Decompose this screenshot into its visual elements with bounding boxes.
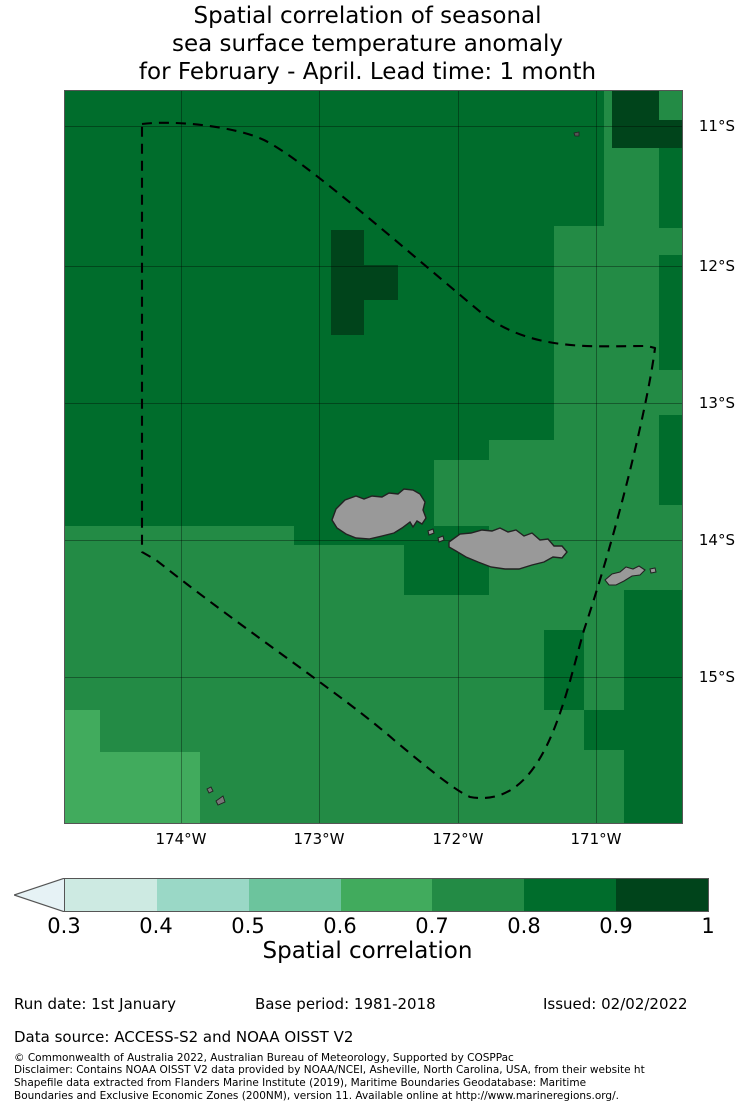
colorbar-swatch bbox=[616, 879, 709, 911]
copyright-text: © Commonwealth of Australia 2022, Austra… bbox=[14, 1052, 514, 1064]
gridline-horizontal bbox=[64, 677, 683, 678]
run-date-text: Run date: 1st January bbox=[14, 995, 177, 1013]
grid-cell bbox=[434, 460, 494, 526]
gridline-horizontal bbox=[64, 266, 683, 267]
colorbar-tick-label: 0.8 bbox=[507, 914, 541, 938]
x-tick-label: 173°W bbox=[293, 830, 345, 848]
grid-cell bbox=[64, 752, 200, 824]
grid-cell bbox=[659, 120, 683, 148]
issued-date-text: Issued: 02/02/2022 bbox=[543, 995, 688, 1013]
colorbar-tick-label: 0.6 bbox=[323, 914, 357, 938]
map-plot-area bbox=[64, 90, 683, 824]
colorbar-label: Spatial correlation bbox=[262, 938, 473, 964]
colorbar-swatch bbox=[156, 879, 249, 911]
colorbar: 0.3 0.4 0.5 0.6 0.7 0.8 0.9 1 bbox=[0, 878, 735, 938]
grid-cell bbox=[489, 440, 589, 526]
gridline-horizontal bbox=[64, 540, 683, 541]
gridline-vertical bbox=[319, 90, 320, 824]
chart-title: Spatial correlation of seasonal sea surf… bbox=[0, 2, 735, 86]
shapefile-attribution-line-1: Shapefile data extracted from Flanders M… bbox=[14, 1077, 587, 1089]
title-line-3: for February - April. Lead time: 1 month bbox=[138, 59, 597, 85]
grid-cell bbox=[544, 630, 584, 710]
colorbar-swatches bbox=[64, 878, 709, 912]
grid-cell bbox=[659, 148, 683, 228]
islet-northeast bbox=[573, 131, 580, 137]
colorbar-swatch bbox=[432, 879, 525, 911]
island-tutuila bbox=[604, 565, 646, 586]
grid-cell bbox=[659, 415, 683, 505]
y-tick-label: 13°S bbox=[698, 394, 735, 412]
grid-cell bbox=[604, 365, 644, 526]
grid-cell bbox=[64, 526, 294, 566]
grid-cell bbox=[612, 90, 659, 148]
colorbar-swatch bbox=[524, 879, 617, 911]
colorbar-tick-label: 0.3 bbox=[47, 914, 81, 938]
colorbar-tick-label: 1 bbox=[701, 914, 715, 938]
y-tick-label: 15°S bbox=[698, 668, 735, 686]
colorbar-tick-label: 0.5 bbox=[231, 914, 265, 938]
colorbar-tick-label: 0.7 bbox=[415, 914, 449, 938]
title-line-1: Spatial correlation of seasonal bbox=[193, 3, 542, 29]
x-tick-label: 172°W bbox=[432, 830, 484, 848]
island-apolima-manono bbox=[427, 528, 445, 543]
x-tick-label: 174°W bbox=[155, 830, 207, 848]
y-tick-label: 12°S bbox=[698, 257, 735, 275]
grid-cell bbox=[331, 265, 398, 300]
disclaimer-text: Disclaimer: Contains NOAA OISST V2 data … bbox=[14, 1064, 645, 1076]
gridline-horizontal bbox=[64, 403, 683, 404]
x-tick-label: 171°W bbox=[570, 830, 622, 848]
gridline-vertical bbox=[458, 90, 459, 824]
islet-southwest bbox=[206, 786, 226, 806]
y-tick-label: 14°S bbox=[698, 531, 735, 549]
gridline-vertical bbox=[181, 90, 182, 824]
title-line-2: sea surface temperature anomaly bbox=[172, 31, 563, 57]
map-vector-overlay bbox=[140, 121, 657, 806]
colorbar-swatch bbox=[248, 879, 341, 911]
island-savaii bbox=[331, 488, 427, 540]
grid-cell bbox=[519, 520, 619, 540]
island-aunuu bbox=[649, 567, 657, 574]
colorbar-tick-label: 0.4 bbox=[139, 914, 173, 938]
colorbar-extend-arrow bbox=[14, 878, 65, 912]
colorbar-tick-label: 0.9 bbox=[599, 914, 633, 938]
data-source-text: Data source: ACCESS-S2 and NOAA OISST V2 bbox=[14, 1028, 354, 1046]
base-period-text: Base period: 1981-2018 bbox=[255, 995, 436, 1013]
grid-cell bbox=[294, 545, 404, 595]
grid-cell bbox=[659, 255, 683, 370]
gridline-vertical bbox=[596, 90, 597, 824]
shapefile-attribution-line-2: Boundaries and Exclusive Economic Zones … bbox=[14, 1090, 619, 1102]
colorbar-swatch bbox=[65, 879, 157, 911]
grid-cell bbox=[584, 710, 624, 750]
colorbar-swatch bbox=[340, 879, 433, 911]
y-tick-label: 11°S bbox=[698, 117, 735, 135]
eez-boundary-line bbox=[140, 121, 657, 800]
grid-cell bbox=[624, 590, 683, 824]
gridline-horizontal bbox=[64, 126, 683, 127]
island-upolu bbox=[448, 527, 568, 570]
